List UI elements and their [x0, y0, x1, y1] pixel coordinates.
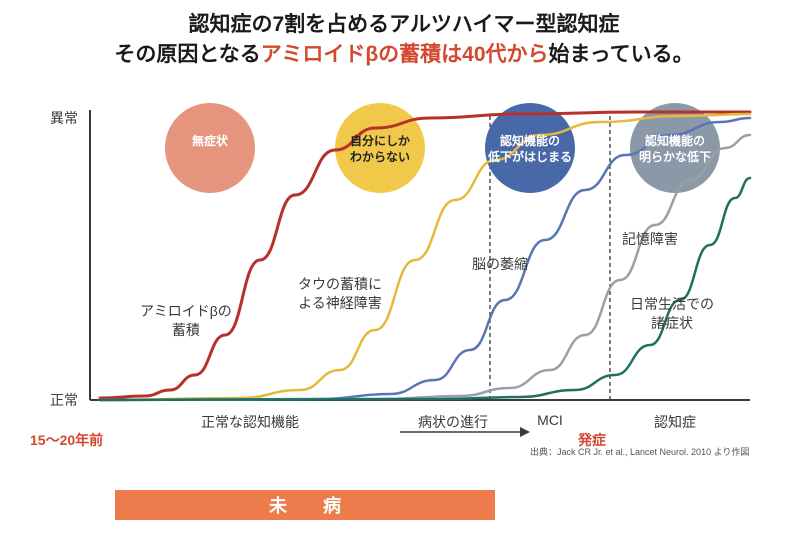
- x-region-0: 正常な認知機能: [190, 412, 310, 432]
- title-line1: 認知症の7割を占めるアルツハイマー型認知症: [20, 10, 788, 40]
- y-label-bottom: 正常: [50, 390, 78, 410]
- title-line2-post: 始まっている。: [549, 43, 694, 66]
- mibyou-bar: 未病: [115, 490, 495, 520]
- curve-label-memory: 記憶障害: [622, 230, 678, 249]
- citation: 出典：Jack CR Jr. et al., Lancet Neurol. 20…: [530, 445, 749, 458]
- title-line2-highlight: アミロイドβの蓄積は40代から: [261, 43, 549, 66]
- mibyou-label: 未病: [269, 492, 377, 518]
- bubble-decline-start: 認知機能の低下がはじまる: [475, 134, 585, 165]
- title-line2-pre: その原因となる: [114, 43, 260, 66]
- x-region-1: MCI: [490, 412, 610, 428]
- title-line2: その原因となるアミロイドβの蓄積は40代から始まっている。: [20, 40, 788, 70]
- bubble-decline-clear: 認知機能の明らかな低下: [620, 134, 730, 165]
- bubble-asymp: 無症状: [155, 134, 265, 150]
- progress-label: 病状の進行: [418, 412, 488, 432]
- curve-label-amyloid: アミロイドβの蓄積: [140, 302, 232, 340]
- curve-label-tau: タウの蓄積による神経障害: [298, 275, 382, 313]
- bubble-self: 自分にしかわからない: [325, 134, 435, 165]
- page-title: 認知症の7割を占めるアルツハイマー型認知症 その原因となるアミロイドβの蓄積は4…: [0, 0, 808, 71]
- red-note-0: 15〜20年前: [30, 430, 103, 450]
- x-region-2: 認知症: [615, 412, 735, 432]
- curve-label-brain-atrophy: 脳の萎縮: [472, 255, 528, 274]
- biomarker-chart: 異常正常 アミロイドβの蓄積 タウの蓄積による神経障害 脳の萎縮 記憶障害日常生活での諸…: [40, 100, 770, 440]
- curve-label-daily: 日常生活での諸症状: [630, 295, 714, 333]
- y-label-top: 異常: [50, 108, 78, 128]
